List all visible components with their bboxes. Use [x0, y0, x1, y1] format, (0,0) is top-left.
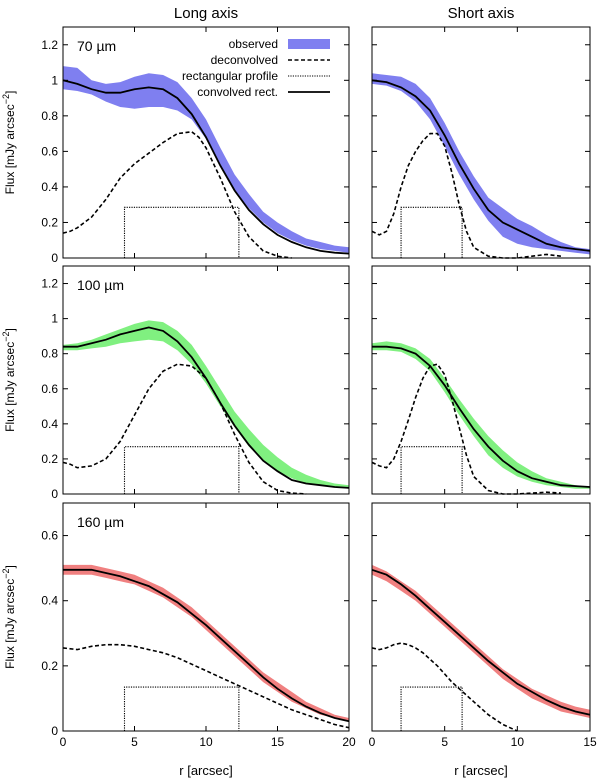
panel-100-long: 0 0.2 0.4 0.6 0.8 1 1.2 100 µm Flux [mJy arcsec−…	[1, 265, 350, 501]
panel-70-long: 0 0.2 0.4 0.6 0.8 1 1.2 70 µm Flux [mJy arcsec−2…	[1, 26, 350, 265]
panel-70-short	[371, 26, 591, 259]
rectangular-profile-line	[123, 446, 240, 494]
y-tick-label: 1.2	[41, 38, 58, 52]
y-tick-label: 0	[51, 251, 58, 265]
legend-label-observed: observed	[229, 37, 278, 51]
y-tick-label: 0.2	[41, 659, 58, 673]
y-tick-label: 0.6	[41, 529, 58, 543]
x-axis-label-long: r [arcsec]	[179, 763, 232, 778]
y-tick-label: 0.4	[41, 594, 58, 608]
deconvolved-line	[62, 643, 350, 729]
panel-100-short	[371, 265, 591, 495]
x-tick-label: 10	[511, 735, 525, 749]
y-tick-label: 0.4	[41, 180, 58, 194]
panel-160-short: 0 5 10 15	[369, 502, 597, 749]
rectangular-profile-line	[400, 206, 463, 258]
x-tick-label: 0	[369, 735, 376, 749]
rectangular-profile-line	[123, 206, 240, 258]
x-tick-label: 5	[441, 735, 448, 749]
legend: observed deconvolved rectangular profile co…	[182, 37, 330, 99]
y-tick-label: 0.8	[41, 347, 58, 361]
y-tick-label: 0.4	[41, 417, 58, 431]
col-title-short: Short axis	[448, 5, 515, 22]
y-tick-label: 0	[51, 487, 58, 501]
convolved-line	[63, 326, 350, 489]
x-tick-label: 5	[131, 735, 138, 749]
plot-frame	[371, 265, 591, 495]
y-tick-label: 1	[51, 312, 58, 326]
y-tick-label: 1.2	[41, 277, 58, 291]
observed-band	[63, 320, 349, 489]
x-tick-label: 10	[199, 735, 213, 749]
convolved-line	[62, 79, 350, 255]
y-tick-label: 0.2	[41, 215, 58, 229]
observed-band	[372, 341, 590, 489]
deconvolved-line	[62, 130, 292, 259]
observed-band	[372, 73, 590, 255]
y-axis-label: Flux [mJy arcsec−2]	[1, 565, 17, 669]
band-label: 70 µm	[77, 38, 116, 54]
deconvolved-line	[62, 363, 307, 495]
legend-label-rect_profile: rectangular profile	[182, 69, 278, 83]
plot-frame	[371, 502, 591, 732]
rectangular-profile-line	[123, 686, 240, 731]
y-tick-label: 0.8	[41, 109, 58, 123]
y-tick-label: 0	[51, 724, 58, 738]
x-axis-label-short: r [arcsec]	[454, 763, 507, 778]
y-tick-label: 0.2	[41, 452, 58, 466]
x-tick-label: 15	[583, 735, 597, 749]
panels: 0 0.2 0.4 0.6 0.8 1 1.2 70 µm Flux [mJy arcsec−2…	[1, 26, 597, 749]
convolved-line	[371, 79, 591, 252]
legend-label-deconvolved: deconvolved	[211, 53, 278, 67]
convolved-line	[371, 568, 591, 716]
y-tick-label: 0.6	[41, 382, 58, 396]
plot-frame	[62, 502, 350, 732]
observed-band	[372, 564, 590, 718]
plot-frame	[371, 26, 591, 259]
convolved-line	[63, 568, 350, 723]
y-axis-label: Flux [mJy arcsec−2]	[1, 91, 17, 195]
observed-band	[63, 66, 349, 253]
col-title-long: Long axis	[174, 5, 238, 22]
x-tick-label: 15	[271, 735, 285, 749]
legend-swatch-observed	[288, 39, 330, 49]
x-tick-label: 0	[60, 735, 67, 749]
y-axis-label: Flux [mJy arcsec−2]	[1, 328, 17, 432]
plot-frame	[62, 26, 350, 259]
band-label: 160 µm	[77, 514, 124, 530]
observed-band	[63, 564, 349, 722]
deconvolved-line	[371, 642, 518, 732]
x-tick-label: 20	[342, 735, 356, 749]
panel-160-long: 0 0.2 0.4 0.6 0 5 10 15 20 160 µm Flux [mJy arcsec…	[1, 502, 356, 749]
deconvolved-line	[371, 363, 561, 495]
y-tick-label: 1	[51, 73, 58, 87]
rectangular-profile-line	[400, 686, 463, 731]
y-tick-label: 0.6	[41, 144, 58, 158]
rectangular-profile-line	[400, 446, 463, 494]
band-label: 100 µm	[77, 277, 124, 293]
legend-label-convolved: convolved rect.	[197, 85, 278, 99]
convolved-line	[372, 345, 591, 488]
